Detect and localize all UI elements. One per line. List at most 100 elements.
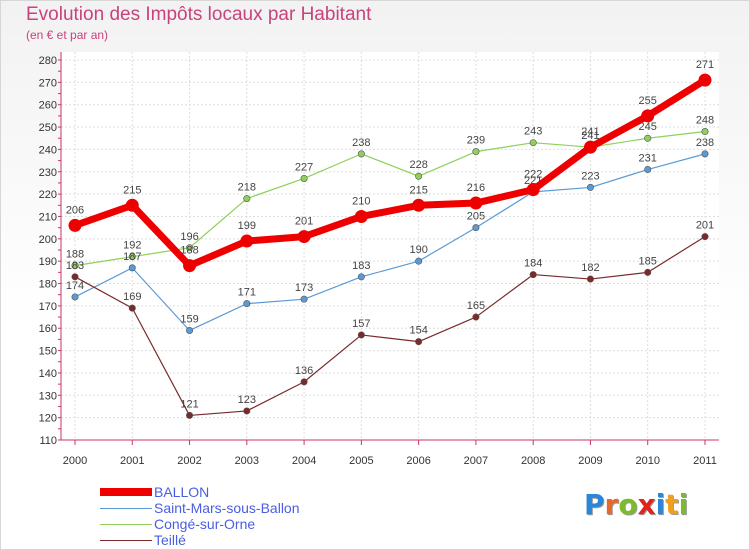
legend-swatch xyxy=(100,508,152,509)
data-label-ballon: 255 xyxy=(639,95,657,107)
data-label-teill-: 157 xyxy=(352,318,370,330)
data-point-saint-mars-sous-ballon xyxy=(472,224,480,232)
y-tick-label: 130 xyxy=(39,390,57,402)
x-tick-label: 2008 xyxy=(521,455,545,467)
data-label-ballon: 201 xyxy=(295,216,313,228)
chart-title: Evolution des Impôts locaux par Habitant xyxy=(26,4,372,25)
data-point-saint-mars-sous-ballon xyxy=(415,257,423,265)
data-label-teill-: 184 xyxy=(524,258,542,270)
data-label-cong-sur-orne: 218 xyxy=(238,182,256,194)
data-point-ballon xyxy=(68,218,82,232)
series-layer xyxy=(68,73,712,419)
data-label-teill-: 123 xyxy=(238,394,256,406)
data-point-teill- xyxy=(243,407,251,415)
series-line-teill- xyxy=(74,235,706,417)
data-point-cong-sur-orne xyxy=(415,172,423,180)
data-label-ballon: 215 xyxy=(409,184,427,196)
data-point-saint-mars-sous-ballon xyxy=(300,295,308,303)
data-label-saint-mars-sous-ballon: 174 xyxy=(66,280,84,292)
data-point-teill- xyxy=(300,378,308,386)
y-tick-label: 220 xyxy=(39,189,57,201)
data-point-teill- xyxy=(186,411,194,419)
data-point-ballon xyxy=(125,198,139,212)
data-point-cong-sur-orne xyxy=(644,134,652,142)
data-point-saint-mars-sous-ballon xyxy=(243,300,251,308)
data-label-ballon: 222 xyxy=(524,169,542,181)
data-label-cong-sur-orne: 239 xyxy=(467,135,485,147)
data-point-cong-sur-orne xyxy=(243,195,251,203)
data-point-cong-sur-orne xyxy=(357,150,365,158)
data-label-teill-: 183 xyxy=(66,260,84,272)
legend-swatch xyxy=(100,488,152,496)
data-point-saint-mars-sous-ballon xyxy=(644,166,652,174)
data-label-cong-sur-orne: 192 xyxy=(123,240,141,252)
proxiti-logo: Proxiti xyxy=(584,488,688,521)
plot-area xyxy=(61,52,719,440)
data-point-cong-sur-orne xyxy=(472,148,480,156)
data-point-ballon xyxy=(583,140,597,154)
data-point-cong-sur-orne xyxy=(186,244,194,252)
data-point-saint-mars-sous-ballon xyxy=(586,183,594,191)
data-label-cong-sur-orne: 196 xyxy=(180,231,198,243)
legend-swatch xyxy=(100,540,152,541)
series-line-ballon xyxy=(71,76,709,270)
logo-letter: t xyxy=(665,488,679,521)
data-point-teill- xyxy=(128,304,136,312)
logo-letter: i xyxy=(678,488,689,521)
x-tick-label: 2000 xyxy=(63,455,87,467)
data-label-cong-sur-orne: 245 xyxy=(639,121,657,133)
data-label-cong-sur-orne: 188 xyxy=(66,249,84,261)
data-point-teill- xyxy=(586,275,594,283)
data-point-ballon xyxy=(641,109,655,123)
chart-subtitle: (en € et par an) xyxy=(26,28,109,42)
x-tick-label: 2006 xyxy=(406,455,430,467)
y-tick-label: 260 xyxy=(39,100,57,112)
x-tick-label: 2007 xyxy=(464,455,488,467)
data-point-cong-sur-orne xyxy=(701,128,709,136)
y-tick-label: 190 xyxy=(39,256,57,268)
data-point-ballon xyxy=(354,209,368,223)
data-point-teill- xyxy=(415,338,423,346)
data-label-ballon: 188 xyxy=(180,245,198,257)
data-point-cong-sur-orne xyxy=(71,262,79,270)
x-tick-label: 2002 xyxy=(177,455,201,467)
data-point-saint-mars-sous-ballon xyxy=(128,264,136,272)
data-point-teill- xyxy=(71,273,79,281)
data-point-cong-sur-orne xyxy=(128,253,136,261)
y-tick-label: 210 xyxy=(39,211,57,223)
data-point-ballon xyxy=(183,259,197,273)
data-point-teill- xyxy=(472,313,480,321)
data-point-teill- xyxy=(701,233,709,241)
logo-letter: o xyxy=(618,488,638,521)
data-point-cong-sur-orne xyxy=(300,174,308,182)
x-tick-label: 2010 xyxy=(635,455,659,467)
data-label-saint-mars-sous-ballon: 221 xyxy=(524,175,542,187)
data-label-teill-: 201 xyxy=(696,220,714,232)
x-tick-label: 2009 xyxy=(578,455,602,467)
data-label-ballon: 199 xyxy=(238,220,256,232)
legend-label: Saint-Mars-sous-Ballon xyxy=(154,500,300,516)
y-tick-label: 150 xyxy=(39,346,57,358)
x-tick-label: 2005 xyxy=(349,455,373,467)
data-label-cong-sur-orne: 238 xyxy=(352,137,370,149)
x-tick-label: 2011 xyxy=(693,455,717,467)
x-tick-label: 2001 xyxy=(120,455,144,467)
data-point-saint-mars-sous-ballon xyxy=(71,293,79,301)
y-tick-label: 180 xyxy=(39,279,57,291)
data-label-ballon: 271 xyxy=(696,59,714,71)
data-label-cong-sur-orne: 241 xyxy=(581,130,599,142)
data-point-ballon xyxy=(526,183,540,197)
data-label-teill-: 121 xyxy=(180,398,198,410)
data-label-saint-mars-sous-ballon: 205 xyxy=(467,211,485,223)
logo-letter: x xyxy=(637,488,656,521)
grid-layer xyxy=(61,52,719,441)
data-label-saint-mars-sous-ballon: 238 xyxy=(696,137,714,149)
axis-layer: 110 120 130 140 150 160 170 180 190 200 210 220 230 2… xyxy=(39,52,719,467)
data-label-saint-mars-sous-ballon: 187 xyxy=(123,251,141,263)
y-tick-label: 160 xyxy=(39,323,57,335)
y-tick-label: 240 xyxy=(39,144,57,156)
data-label-saint-mars-sous-ballon: 190 xyxy=(409,244,427,256)
data-label-saint-mars-sous-ballon: 223 xyxy=(581,170,599,182)
